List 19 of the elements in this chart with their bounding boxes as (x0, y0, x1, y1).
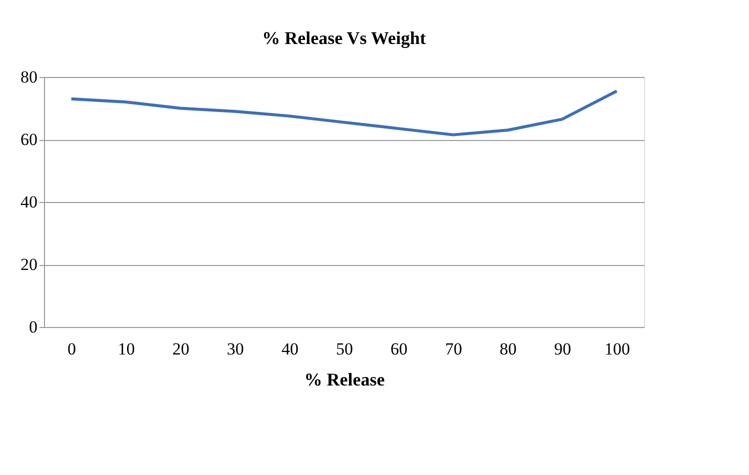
chart-title: % Release Vs Weight (262, 28, 426, 48)
x-tick-label: 0 (68, 340, 76, 358)
y-tick-label: 40 (20, 192, 38, 212)
x-tick-label: 20 (172, 340, 190, 358)
x-tick-label: 10 (118, 340, 135, 358)
x-tick-label: 50 (336, 340, 353, 358)
x-tick-label: 40 (281, 340, 298, 358)
x-tick-label: 70 (445, 340, 462, 358)
x-tick-label: 100 (604, 340, 630, 358)
x-tick-label: 90 (554, 340, 572, 358)
x-tick-label: 30 (226, 340, 244, 358)
x-tick-label: 60 (390, 340, 408, 358)
x-tick-label: 80 (500, 340, 517, 358)
y-tick-label: 60 (20, 130, 38, 149)
x-axis-title: % Release (304, 370, 385, 390)
y-tick-label: 0 (29, 318, 38, 336)
y-tick-label: 20 (20, 255, 38, 274)
line-series (70, 90, 618, 136)
y-tick-label: 80 (20, 68, 38, 86)
